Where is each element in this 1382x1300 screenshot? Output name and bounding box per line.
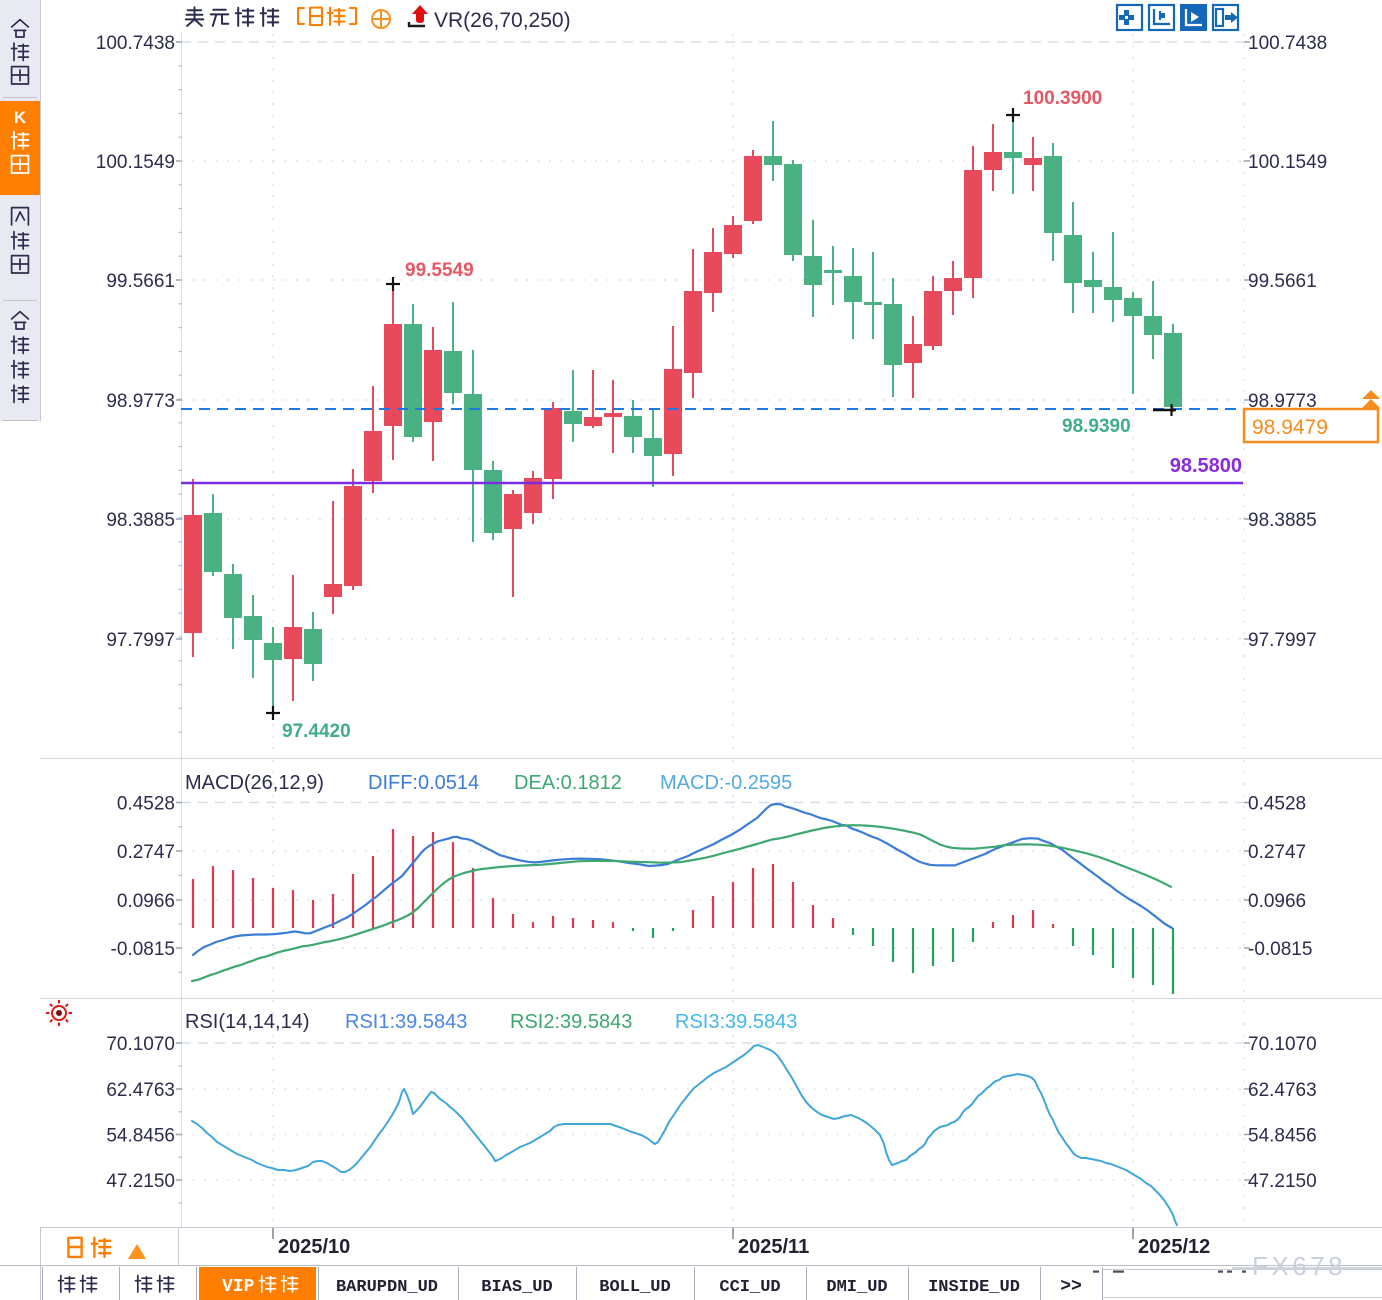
svg-text:99.5661: 99.5661 [106,271,175,292]
svg-text:BARUPDN_UD: BARUPDN_UD [336,1278,438,1297]
svg-text:0.0966: 0.0966 [117,891,175,912]
svg-text:100.1549: 100.1549 [96,152,175,173]
svg-text:98.9479: 98.9479 [1252,416,1328,439]
svg-text:INSIDE_UD: INSIDE_UD [928,1278,1020,1297]
svg-text:MACD:-0.2595: MACD:-0.2595 [660,772,792,794]
svg-text:RSI3:39.5843: RSI3:39.5843 [675,1011,797,1033]
svg-text:54.8456: 54.8456 [106,1126,175,1147]
svg-text:DEA:0.1812: DEA:0.1812 [514,772,622,794]
svg-text:98.3885: 98.3885 [1248,510,1317,531]
svg-text:0.4528: 0.4528 [1248,794,1306,815]
svg-text:100.1549: 100.1549 [1248,152,1327,173]
svg-text:70.1070: 70.1070 [106,1034,175,1055]
svg-text:98.5800: 98.5800 [1170,455,1242,477]
svg-text:0.2747: 0.2747 [117,842,175,863]
svg-text:FX678: FX678 [1252,1251,1346,1281]
svg-text:DMI_UD: DMI_UD [826,1278,887,1297]
svg-text:2025/12: 2025/12 [1138,1236,1210,1258]
svg-text:VR(26,70,250): VR(26,70,250) [434,9,571,32]
svg-text:100.3900: 100.3900 [1023,88,1102,109]
svg-text:-0.0815: -0.0815 [111,939,175,960]
svg-text:0.4528: 0.4528 [117,794,175,815]
svg-text:RSI1:39.5843: RSI1:39.5843 [345,1011,467,1033]
svg-text:47.2150: 47.2150 [106,1171,175,1192]
svg-text:-0.0815: -0.0815 [1248,939,1312,960]
svg-text:98.9773: 98.9773 [1248,391,1317,412]
svg-text:0.2747: 0.2747 [1248,842,1306,863]
svg-text:97.7997: 97.7997 [1248,630,1317,651]
svg-text:100.7438: 100.7438 [96,33,175,54]
svg-text:RSI2:39.5843: RSI2:39.5843 [510,1011,632,1033]
svg-text:BIAS_UD: BIAS_UD [481,1278,552,1297]
svg-text:97.7997: 97.7997 [106,630,175,651]
svg-text:97.4420: 97.4420 [282,721,351,742]
svg-text:VIP: VIP [222,1277,255,1297]
svg-text:BOLL_UD: BOLL_UD [599,1278,670,1297]
svg-text:2025/10: 2025/10 [278,1236,350,1258]
svg-text:99.5549: 99.5549 [405,260,474,281]
svg-text:0.0966: 0.0966 [1248,891,1306,912]
svg-text:99.5661: 99.5661 [1248,271,1317,292]
svg-text:K: K [14,108,27,127]
svg-text:RSI(14,14,14): RSI(14,14,14) [185,1011,310,1033]
svg-text:98.9390: 98.9390 [1062,416,1131,437]
svg-text:DIFF:0.0514: DIFF:0.0514 [368,772,479,794]
svg-text:54.8456: 54.8456 [1248,1126,1317,1147]
svg-text:47.2150: 47.2150 [1248,1171,1317,1192]
svg-text:2025/11: 2025/11 [738,1236,809,1258]
svg-text:98.3885: 98.3885 [106,510,175,531]
svg-text:>>: >> [1060,1277,1082,1297]
svg-text:100.7438: 100.7438 [1248,33,1327,54]
svg-text:70.1070: 70.1070 [1248,1034,1317,1055]
svg-text:CCI_UD: CCI_UD [719,1278,780,1297]
svg-text:MACD(26,12,9): MACD(26,12,9) [185,772,324,794]
svg-text:98.9773: 98.9773 [106,391,175,412]
svg-text:62.4763: 62.4763 [1248,1080,1317,1101]
svg-text:62.4763: 62.4763 [106,1080,175,1101]
